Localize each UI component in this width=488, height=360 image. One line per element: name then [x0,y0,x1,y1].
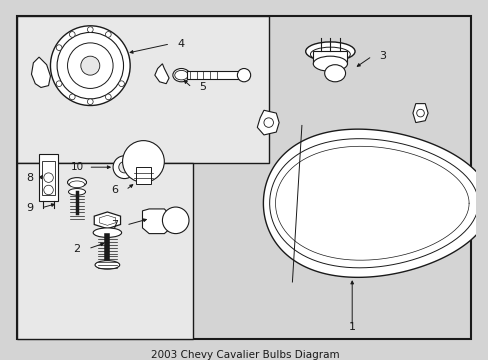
Circle shape [113,156,136,179]
Bar [17,163,192,339]
Text: 2: 2 [73,244,81,254]
Ellipse shape [67,177,86,187]
Ellipse shape [305,42,354,61]
Text: 2003 Chevy Cavalier Bulbs Diagram: 2003 Chevy Cavalier Bulbs Diagram [150,350,339,360]
Polygon shape [257,110,279,135]
Circle shape [87,27,93,32]
Text: 10: 10 [70,162,83,172]
Circle shape [87,99,93,104]
Polygon shape [263,129,488,277]
Bar [17,16,268,163]
Polygon shape [142,209,171,234]
Ellipse shape [69,181,84,188]
Polygon shape [31,57,50,87]
Circle shape [119,81,124,86]
Polygon shape [94,212,120,229]
Text: 8: 8 [26,173,33,183]
Text: 7: 7 [111,220,118,230]
Ellipse shape [68,189,85,195]
Circle shape [122,141,164,183]
Ellipse shape [310,47,349,62]
Ellipse shape [172,68,189,82]
Circle shape [67,43,113,89]
Text: 6: 6 [111,185,118,195]
Text: 1: 1 [348,321,355,332]
Circle shape [44,173,53,183]
Polygon shape [155,64,169,84]
Text: 3: 3 [378,51,385,61]
Circle shape [69,94,75,100]
Circle shape [81,56,100,75]
Bar [136,167,151,184]
Ellipse shape [324,65,345,82]
Circle shape [50,26,130,105]
Circle shape [237,68,250,82]
Ellipse shape [313,56,347,71]
Circle shape [105,94,111,100]
Circle shape [416,109,424,117]
Ellipse shape [174,71,188,80]
Circle shape [105,32,111,37]
Circle shape [44,185,53,195]
Circle shape [56,81,62,86]
Bar [39,154,58,201]
Text: 9: 9 [26,203,33,213]
Circle shape [264,118,273,127]
Bar [42,161,55,195]
Circle shape [57,32,123,99]
Polygon shape [412,104,427,123]
Circle shape [162,207,188,234]
Circle shape [119,162,130,173]
Ellipse shape [95,261,120,269]
Ellipse shape [93,228,122,237]
Circle shape [69,32,75,37]
Text: 4: 4 [178,39,184,49]
Text: 5: 5 [198,82,205,93]
Polygon shape [313,51,347,64]
Circle shape [56,45,62,50]
Bar [187,71,239,79]
